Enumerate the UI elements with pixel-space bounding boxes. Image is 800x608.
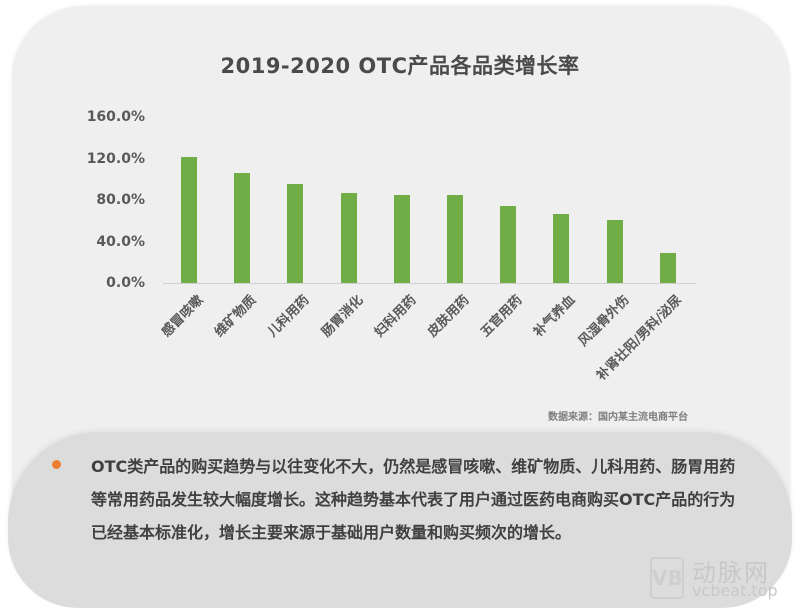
bar bbox=[659, 252, 676, 283]
bar bbox=[340, 192, 357, 283]
y-tick: 80.0% bbox=[96, 192, 145, 208]
y-tick: 160.0% bbox=[86, 109, 145, 125]
bar bbox=[287, 184, 304, 283]
chart-title: 2019-2020 OTC产品各品类增长率 bbox=[220, 54, 580, 78]
watermark-site: vcbeat.top bbox=[692, 581, 778, 600]
plot-area bbox=[160, 117, 696, 283]
summary-panel bbox=[8, 432, 792, 608]
bar bbox=[181, 157, 197, 283]
bar bbox=[500, 206, 517, 283]
bar bbox=[393, 194, 410, 283]
bar bbox=[447, 194, 463, 283]
y-tick: 120.0% bbox=[86, 150, 145, 167]
data-source-note: 数据来源：国内某主流电商平台 bbox=[548, 412, 688, 423]
watermark-name: 动脉网 bbox=[692, 559, 770, 587]
summary-text: OTC类产品的购买趋势与以往变化不大，仍然是感冒咳嗽、维矿物质、儿科用药、肠胃用… bbox=[91, 457, 736, 542]
bar bbox=[234, 173, 251, 283]
y-tick: 40.0% bbox=[96, 233, 145, 250]
bar bbox=[606, 219, 623, 283]
bar bbox=[553, 213, 570, 283]
y-tick: 0.0% bbox=[106, 275, 145, 291]
bullet-icon bbox=[52, 460, 61, 469]
x-axis-line bbox=[163, 283, 696, 284]
vcbeat-logo-icon: VB bbox=[650, 557, 684, 599]
